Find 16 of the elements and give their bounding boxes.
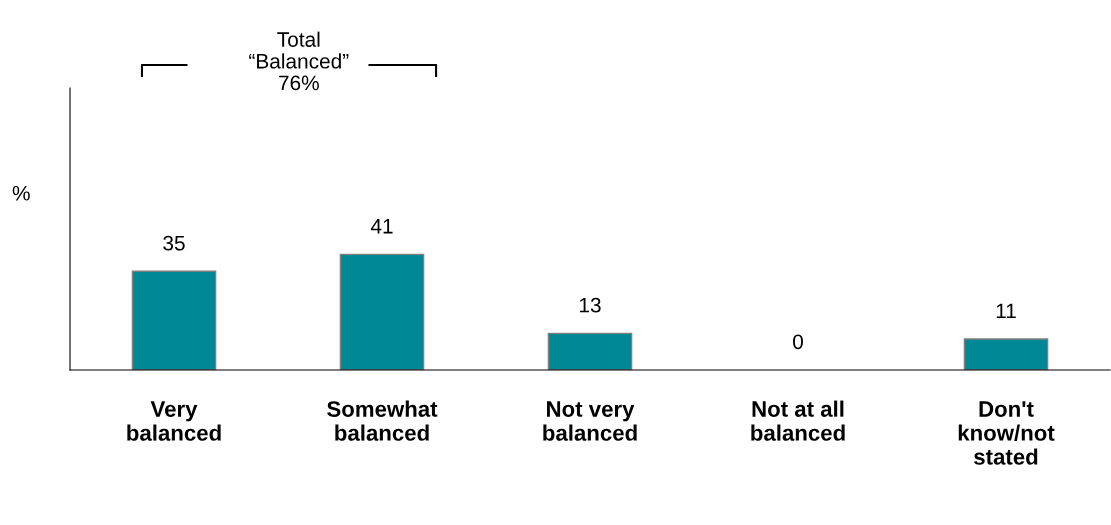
x-tick-label: Don't know/not stated: [958, 401, 1055, 465]
x-tick-label: Somewhat balanced: [327, 400, 438, 441]
y-axis-title: %: [12, 185, 30, 201]
data-label: 11: [996, 303, 1016, 318]
x-tick-label: Not at all balanced: [751, 400, 845, 441]
bar: [339, 253, 425, 370]
data-label: 13: [580, 297, 601, 313]
data-label: 35: [163, 235, 185, 251]
data-label: 0: [793, 334, 803, 350]
data-label: 41: [370, 219, 393, 234]
x-tick-label: Not very balanced: [543, 401, 637, 441]
x-tick-label: Very balanced: [127, 401, 221, 441]
bar: [963, 338, 1049, 370]
bar: [131, 270, 217, 370]
bar: [547, 332, 633, 370]
annotation: Total “Balanced” 76%: [249, 31, 349, 91]
